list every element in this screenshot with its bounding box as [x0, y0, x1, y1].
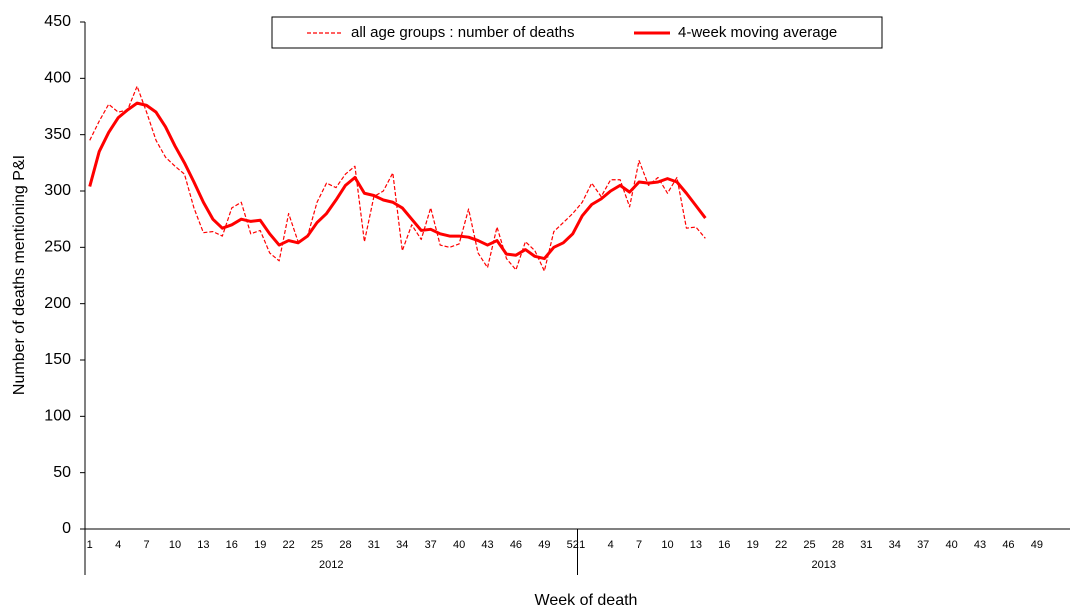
y-tick-label: 250 [44, 239, 71, 256]
x-tick-label: 4 [115, 539, 121, 551]
group-label: 2012 [319, 559, 343, 571]
x-tick-label: 49 [538, 539, 550, 551]
y-tick-label: 0 [62, 520, 71, 537]
y-tick-label: 50 [53, 464, 71, 481]
series-line [89, 85, 706, 272]
x-tick-label: 19 [747, 539, 759, 551]
x-tick-label: 37 [917, 539, 929, 551]
x-tick-label: 40 [945, 539, 957, 551]
y-tick-label: 150 [44, 351, 71, 368]
y-tick-label: 450 [44, 13, 71, 30]
x-tick-label: 13 [690, 539, 702, 551]
x-tick-label: 10 [661, 539, 673, 551]
group-label: 2013 [812, 559, 836, 571]
x-tick-label: 19 [254, 539, 266, 551]
x-tick-label: 4 [608, 539, 614, 551]
x-tick-label: 49 [1031, 539, 1043, 551]
x-tick-label: 13 [197, 539, 209, 551]
x-tick-label: 10 [169, 539, 181, 551]
x-tick-label: 7 [636, 539, 642, 551]
y-tick-label: 350 [44, 126, 71, 143]
x-axis-label: Week of death [535, 592, 638, 609]
x-tick-label: 28 [832, 539, 844, 551]
legend-label: all age groups : number of deaths [351, 24, 574, 41]
x-tick-label: 22 [283, 539, 295, 551]
x-tick-label: 43 [481, 539, 493, 551]
x-tick-label: 16 [226, 539, 238, 551]
legend-label: 4-week moving average [678, 24, 837, 41]
x-tick-label: 46 [1002, 539, 1014, 551]
x-tick-label: 28 [339, 539, 351, 551]
y-tick-label: 300 [44, 182, 71, 199]
x-tick-label: 7 [144, 539, 150, 551]
x-tick-label: 16 [718, 539, 730, 551]
x-tick-label: 31 [860, 539, 872, 551]
y-tick-label: 100 [44, 408, 71, 425]
x-tick-label: 43 [974, 539, 986, 551]
x-tick-label: 40 [453, 539, 465, 551]
legend-box [271, 16, 883, 49]
x-tick-label: 25 [803, 539, 815, 551]
x-tick-label: 1 [87, 539, 93, 551]
y-tick-label: 200 [44, 295, 71, 312]
x-tick-label: 52 [567, 539, 579, 551]
x-tick-label: 46 [510, 539, 522, 551]
y-axis-label: Number of deaths mentioning P&I [11, 155, 28, 395]
x-tick-label: 31 [368, 539, 380, 551]
x-tick-label: 1 [579, 539, 585, 551]
x-tick-label: 37 [425, 539, 437, 551]
y-tick-label: 400 [44, 70, 71, 87]
x-tick-label: 34 [889, 539, 901, 551]
x-tick-label: 22 [775, 539, 787, 551]
x-tick-label: 34 [396, 539, 408, 551]
x-tick-label: 25 [311, 539, 323, 551]
series-line [88, 101, 707, 261]
